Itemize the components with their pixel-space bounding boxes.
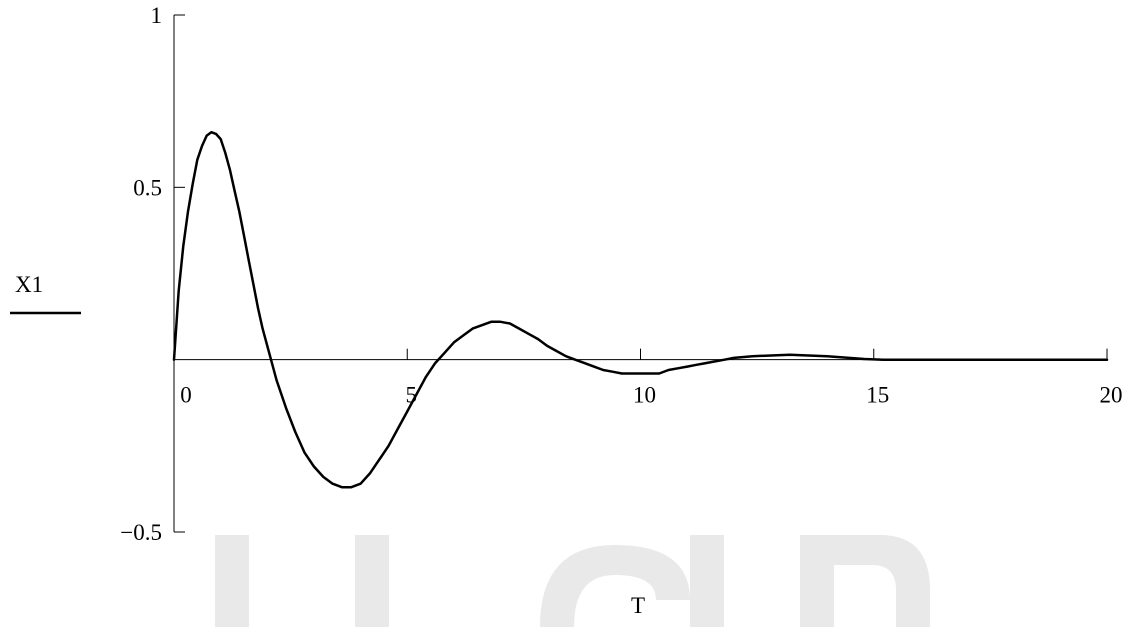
watermark: [215, 535, 930, 627]
x-tick-label: 15: [866, 383, 889, 408]
x-axis-title: T: [631, 593, 645, 618]
legend: X1: [10, 272, 81, 315]
series-layer: [172, 130, 1109, 489]
x-tick-label: 10: [633, 383, 656, 408]
y-tick-label: 1: [151, 3, 163, 28]
x-tick-label: 20: [1100, 383, 1123, 408]
y-tick-label: −0.5: [120, 520, 162, 545]
y-tick-label: 0.5: [133, 175, 162, 200]
legend-label: X1: [15, 272, 43, 297]
axes: [173, 15, 1107, 532]
x-tick-label: 5: [406, 383, 418, 408]
x-tick-label: 0: [180, 383, 192, 408]
tick-labels: 1 0.5 −0.5 0 5 10 15 20: [120, 3, 1122, 545]
series-line-x1: [172, 130, 1109, 489]
ticks: [173, 14, 1108, 533]
